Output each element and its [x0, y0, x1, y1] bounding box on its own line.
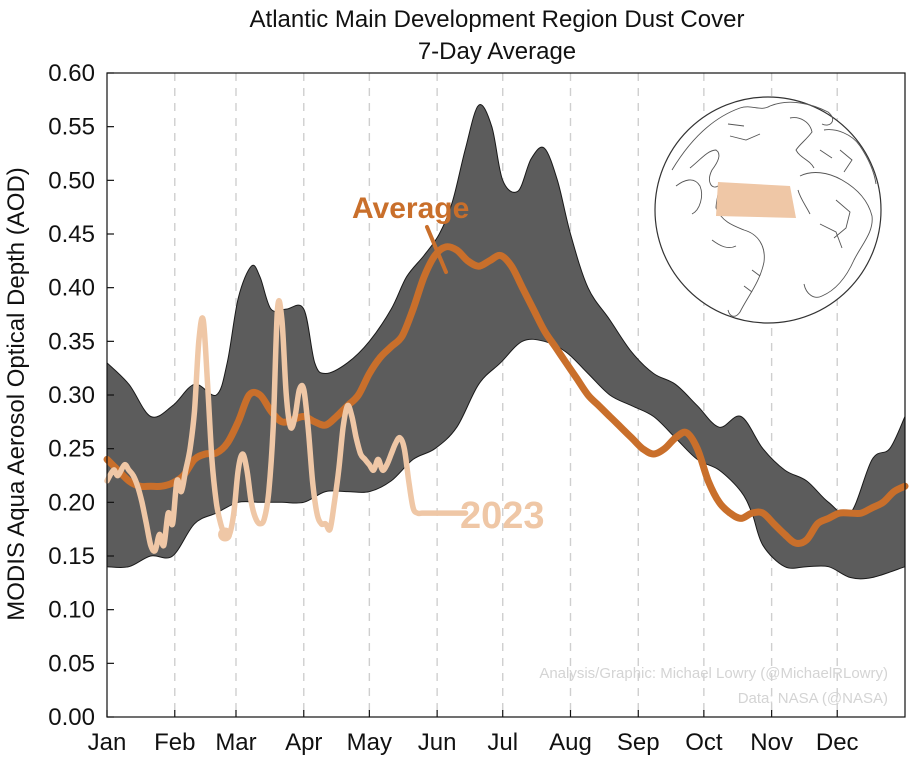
y-tick-label: 0.20 — [48, 489, 95, 516]
y-tick-label: 0.25 — [48, 436, 95, 463]
year-2023-line — [104, 298, 469, 554]
average-pointer — [425, 225, 448, 274]
average-label: Average — [352, 192, 469, 225]
y-axis-label: MODIS Aqua Aerosol Optical Depth (AOD) — [3, 167, 30, 621]
x-tick-label-dec: Dec — [816, 729, 859, 756]
y-tick-label: 0.50 — [48, 167, 95, 194]
y-tick-labels: 0.00 0.05 0.10 0.15 0.20 0.25 0.30 0.35 0.40 0.45… — [48, 60, 95, 731]
globe-inset — [654, 96, 882, 324]
x-tick-labels: Jan Feb Mar Apr May Jun Jul Aug Sep Oct Nov Dec — [88, 729, 859, 756]
mdr-region — [716, 182, 796, 218]
axes — [106, 72, 906, 718]
y-tick-label: 0.05 — [48, 650, 95, 677]
x-tick-label-nov: Nov — [750, 729, 793, 756]
y-tick-label: 0.10 — [48, 597, 95, 624]
average-annotation: Average — [352, 192, 469, 274]
year-2023-label: 2023 — [460, 495, 545, 537]
globe-coastlines — [671, 101, 877, 317]
chart-title: Atlantic Main Development Region Dust Co… — [250, 6, 745, 33]
credit-data: Data: NASA (@NASA) — [738, 690, 888, 707]
x-tick-label-apr: Apr — [285, 729, 322, 756]
x-tick-label-sep: Sep — [617, 729, 660, 756]
series-lines — [103, 243, 909, 554]
y-tick-label: 0.45 — [48, 221, 95, 248]
range-band-area — [106, 104, 906, 580]
average-line — [103, 243, 909, 547]
x-tick-label-jan: Jan — [88, 729, 127, 756]
chart-subtitle: 7-Day Average — [418, 38, 576, 65]
x-tick-label-feb: Feb — [154, 729, 195, 756]
y-tick-label: 0.35 — [48, 328, 95, 355]
x-tick-label-mar: Mar — [215, 729, 256, 756]
credit-analysis: Analysis/Graphic: Michael Lowry (@Michae… — [539, 665, 888, 682]
x-tick-label-may: May — [347, 729, 392, 756]
x-tick-label-oct: Oct — [685, 729, 723, 756]
y-tick-label: 0.55 — [48, 114, 95, 141]
x-tick-label-jun: Jun — [418, 729, 457, 756]
y-tick-label: 0.30 — [48, 382, 95, 409]
y-tick-label: 0.40 — [48, 275, 95, 302]
y-tick-label: 0.60 — [48, 60, 95, 87]
x-tick-label-jul: Jul — [487, 729, 518, 756]
range-band — [106, 104, 906, 580]
year-2023-endpoint — [218, 527, 233, 542]
y-tick-label: 0.15 — [48, 543, 95, 570]
y-tick-label: 0.00 — [48, 704, 95, 731]
x-tick-label-aug: Aug — [549, 729, 592, 756]
